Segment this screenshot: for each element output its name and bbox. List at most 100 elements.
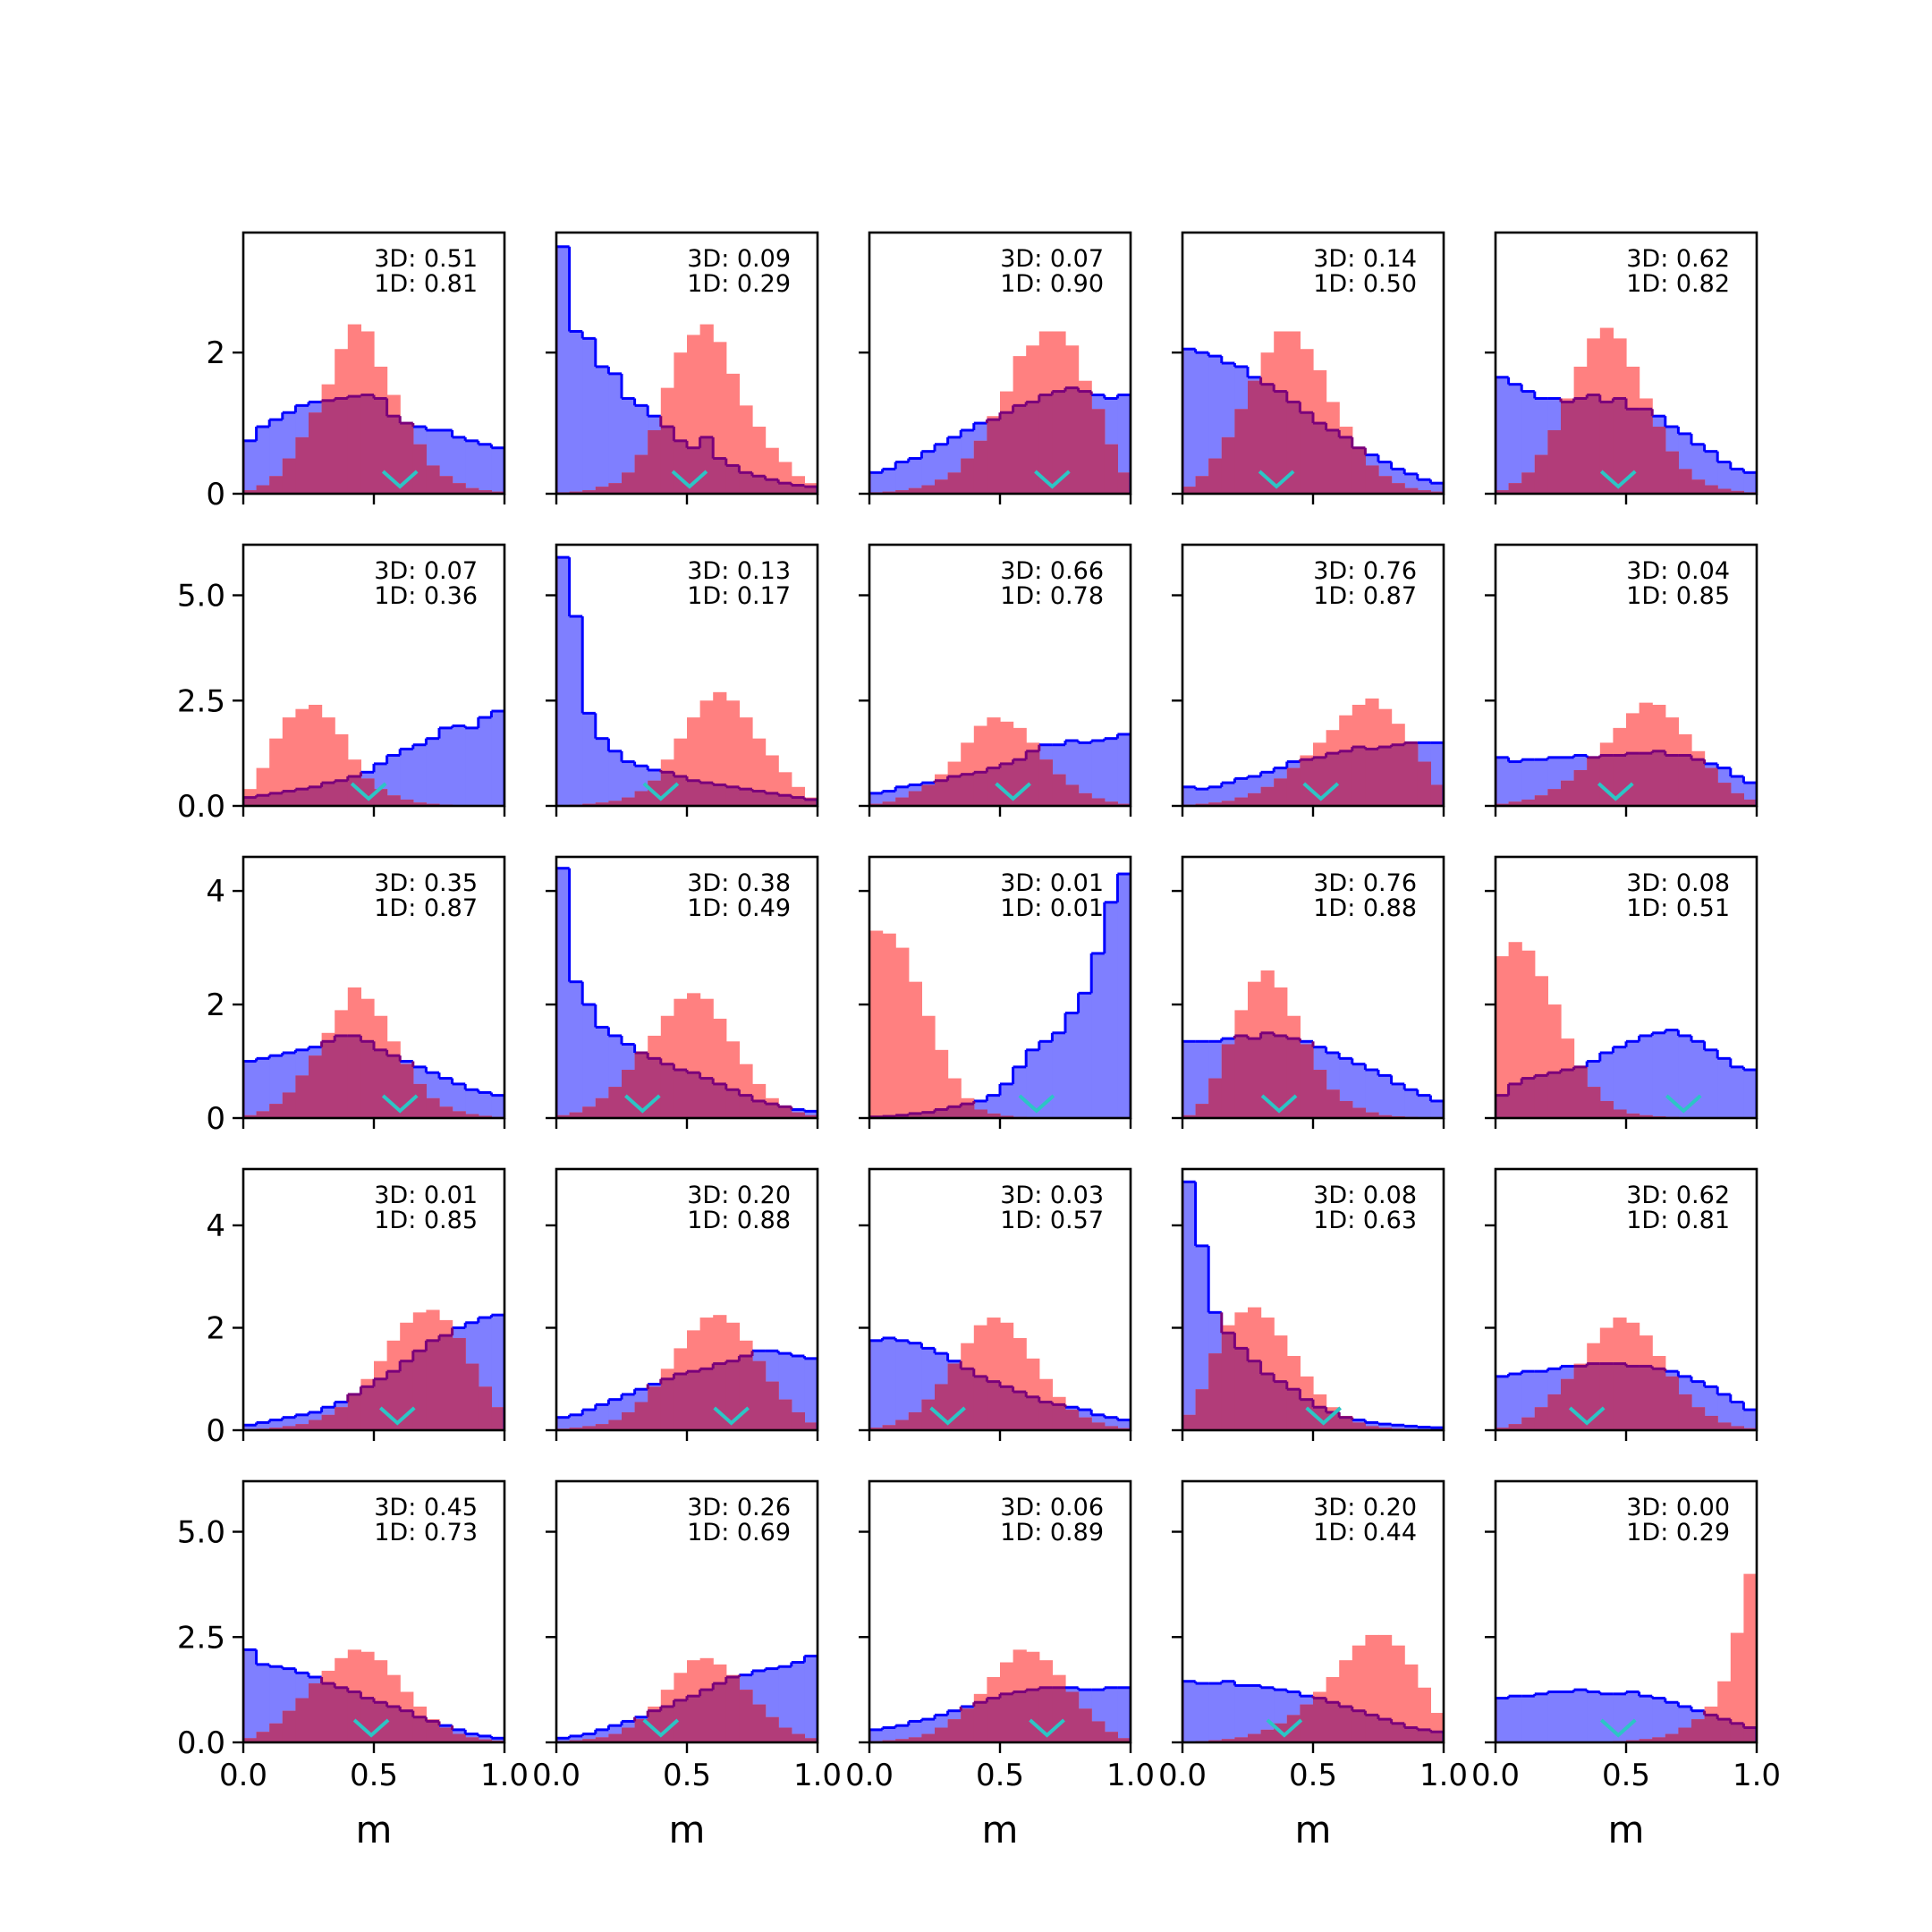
overlap-bar xyxy=(908,1411,922,1430)
overlap-bar xyxy=(1521,1078,1536,1118)
blue-bar xyxy=(491,447,504,494)
annotation-3d: 3D: 0.07 xyxy=(1000,245,1104,273)
blue-bar xyxy=(556,868,571,1118)
overlap-bar xyxy=(374,1702,388,1742)
red-bar xyxy=(895,947,910,1118)
annotation-3d: 3D: 0.62 xyxy=(1626,245,1730,273)
annotation-3d: 3D: 0.03 xyxy=(1000,1182,1104,1209)
red-bar xyxy=(1404,1664,1419,1742)
overlap-bar xyxy=(648,1386,662,1430)
overlap-bar xyxy=(791,797,805,806)
bars-group xyxy=(869,1649,1131,1742)
overlap-bar xyxy=(1234,797,1249,806)
blue-bar xyxy=(1117,1419,1131,1430)
overlap-bar xyxy=(1626,753,1640,806)
blue-bar xyxy=(556,1738,571,1742)
overlap-bar xyxy=(1078,1708,1092,1742)
blue-bar xyxy=(439,727,453,806)
blue-bar xyxy=(1626,1041,1640,1118)
overlap-bar xyxy=(400,1710,414,1742)
overlap-bar xyxy=(1717,488,1732,494)
overlap-bar xyxy=(1534,1407,1548,1430)
overlap-bar xyxy=(987,419,1001,494)
marker-chevron xyxy=(995,782,1031,801)
overlap-bar xyxy=(1260,1729,1275,1742)
blue-bar xyxy=(1678,1035,1692,1118)
blue-bar xyxy=(869,1729,884,1742)
blue-bar xyxy=(791,1355,805,1430)
marker-chevron xyxy=(381,1094,419,1114)
overlap-bar xyxy=(1274,778,1288,806)
overlap-bar xyxy=(908,791,922,806)
overlap-bar xyxy=(243,1114,258,1118)
blue-bar xyxy=(1430,1100,1444,1118)
blue-bar xyxy=(243,1061,258,1118)
overlap-bar xyxy=(243,797,258,806)
blue-bar xyxy=(1496,1376,1510,1430)
red-bar xyxy=(869,930,884,1118)
blue-bar xyxy=(608,750,623,806)
overlap-bar xyxy=(687,1072,701,1118)
red-bar xyxy=(908,981,922,1118)
overlap-bar xyxy=(269,1428,284,1430)
bars-group xyxy=(1496,702,1757,806)
overlap-bar xyxy=(1182,1114,1197,1118)
overlap-bar xyxy=(973,1702,987,1742)
blue-bar xyxy=(1182,1681,1197,1742)
overlap-bar xyxy=(752,1100,767,1118)
overlap-bar xyxy=(1678,755,1692,806)
overlap-bar xyxy=(426,465,440,494)
overlap-bar xyxy=(1208,458,1223,494)
overlap-bar xyxy=(347,396,361,494)
blue-bar xyxy=(1534,759,1548,806)
overlap-bar xyxy=(256,795,270,806)
overlap-bar xyxy=(1248,380,1262,494)
overlap-bar xyxy=(1326,429,1340,494)
overlap-bar xyxy=(1561,402,1575,494)
blue-bar xyxy=(1104,902,1118,1118)
blue-bar xyxy=(569,1735,583,1742)
overlap-bar xyxy=(895,490,910,494)
overlap-bar xyxy=(347,1035,361,1118)
blue-bar xyxy=(1430,483,1444,494)
bars-group xyxy=(1496,942,1757,1118)
overlap-bar xyxy=(1052,774,1066,806)
red-bar xyxy=(725,700,740,806)
overlap-bar xyxy=(1313,423,1327,494)
y-tick-label: 2 xyxy=(206,335,225,371)
blue-bar xyxy=(1104,1687,1118,1742)
overlap-bar xyxy=(282,1092,296,1118)
blue-bar xyxy=(622,761,636,806)
overlap-bar xyxy=(947,1106,962,1118)
overlap-bar xyxy=(412,802,427,806)
red-bar xyxy=(935,1049,949,1118)
blue-bar xyxy=(1508,384,1522,494)
overlap-bar xyxy=(921,1112,936,1118)
blue-bar xyxy=(569,981,583,1118)
overlap-bar xyxy=(1639,1114,1653,1118)
overlap-bar xyxy=(1378,476,1393,494)
overlap-bar xyxy=(973,1109,987,1118)
overlap-bar xyxy=(973,1376,987,1430)
annotation-3d: 3D: 0.62 xyxy=(1626,1182,1730,1209)
overlap-bar xyxy=(1678,1394,1692,1430)
overlap-bar xyxy=(452,1337,466,1430)
annotation-3d: 3D: 0.06 xyxy=(1000,1494,1104,1521)
overlap-bar xyxy=(973,440,987,494)
overlap-bar xyxy=(295,436,309,494)
overlap-bar xyxy=(1248,1038,1262,1118)
overlap-bar xyxy=(1286,1389,1301,1430)
overlap-bar xyxy=(1665,451,1679,494)
overlap-bar xyxy=(1300,1044,1314,1118)
blue-bar xyxy=(1182,1041,1197,1118)
overlap-bar xyxy=(439,1335,453,1430)
overlap-bar xyxy=(1573,1066,1588,1118)
blue-bar xyxy=(1195,1245,1209,1430)
overlap-bar xyxy=(687,780,701,806)
overlap-bar xyxy=(739,1095,753,1118)
blue-bar xyxy=(1000,1083,1014,1118)
blue-bar xyxy=(1521,759,1536,806)
overlap-bar xyxy=(595,487,609,494)
overlap-bar xyxy=(921,1399,936,1430)
